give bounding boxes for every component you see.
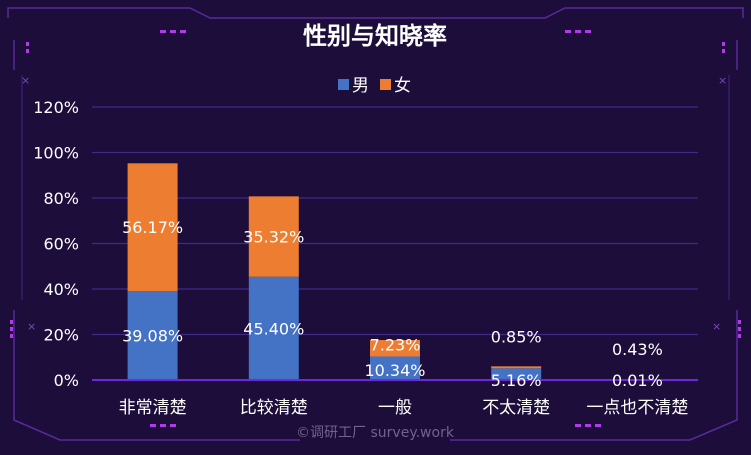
bar-female <box>491 366 541 368</box>
data-label-female: 35.32% <box>243 228 304 247</box>
data-label-female: 0.85% <box>491 327 542 346</box>
svg-text:×: × <box>21 74 30 87</box>
data-label-female: 0.43% <box>612 340 663 359</box>
y-tick-label: 80% <box>43 189 79 208</box>
data-label-male: 0.01% <box>612 371 663 390</box>
y-tick-label: 120% <box>33 98 79 117</box>
watermark: ©调研工厂 survey.work <box>296 425 455 441</box>
y-tick-label: 40% <box>43 280 79 299</box>
data-label-female: 7.23% <box>370 335 421 354</box>
svg-text:×: × <box>712 320 721 333</box>
x-tick-label: 非常清楚 <box>119 398 187 418</box>
data-label-male: 39.08% <box>122 327 183 346</box>
legend-label-female: 女 <box>394 76 411 96</box>
y-tick-label: 60% <box>43 235 79 254</box>
y-tick-label: 0% <box>54 371 79 390</box>
data-label-male: 10.34% <box>364 361 425 380</box>
legend: 男女 <box>338 76 411 96</box>
chart-title: 性别与知晓率 <box>303 22 447 50</box>
y-tick-label: 20% <box>43 326 79 345</box>
x-tick-label: 不太清楚 <box>482 398 550 418</box>
legend-swatch-male <box>338 79 349 90</box>
x-tick-label: 一般 <box>378 398 412 418</box>
svg-text:×: × <box>718 74 727 87</box>
y-tick-label: 100% <box>33 144 79 163</box>
y-axis: 0% 20% 40% 60% 80% 100% 120% <box>33 98 79 390</box>
legend-label-male: 男 <box>352 76 369 96</box>
data-label-male: 45.40% <box>243 319 304 338</box>
x-axis: 非常清楚 比较清楚 一般 不太清楚 一点也不清楚 <box>92 380 698 418</box>
legend-swatch-female <box>380 79 391 90</box>
data-label-male: 5.16% <box>491 371 542 390</box>
x-tick-label: 比较清楚 <box>240 398 308 418</box>
decorative-cross-marks: × × × × <box>21 74 727 333</box>
x-tick-label: 一点也不清楚 <box>586 398 688 418</box>
svg-text:×: × <box>27 320 36 333</box>
data-label-female: 56.17% <box>122 218 183 237</box>
